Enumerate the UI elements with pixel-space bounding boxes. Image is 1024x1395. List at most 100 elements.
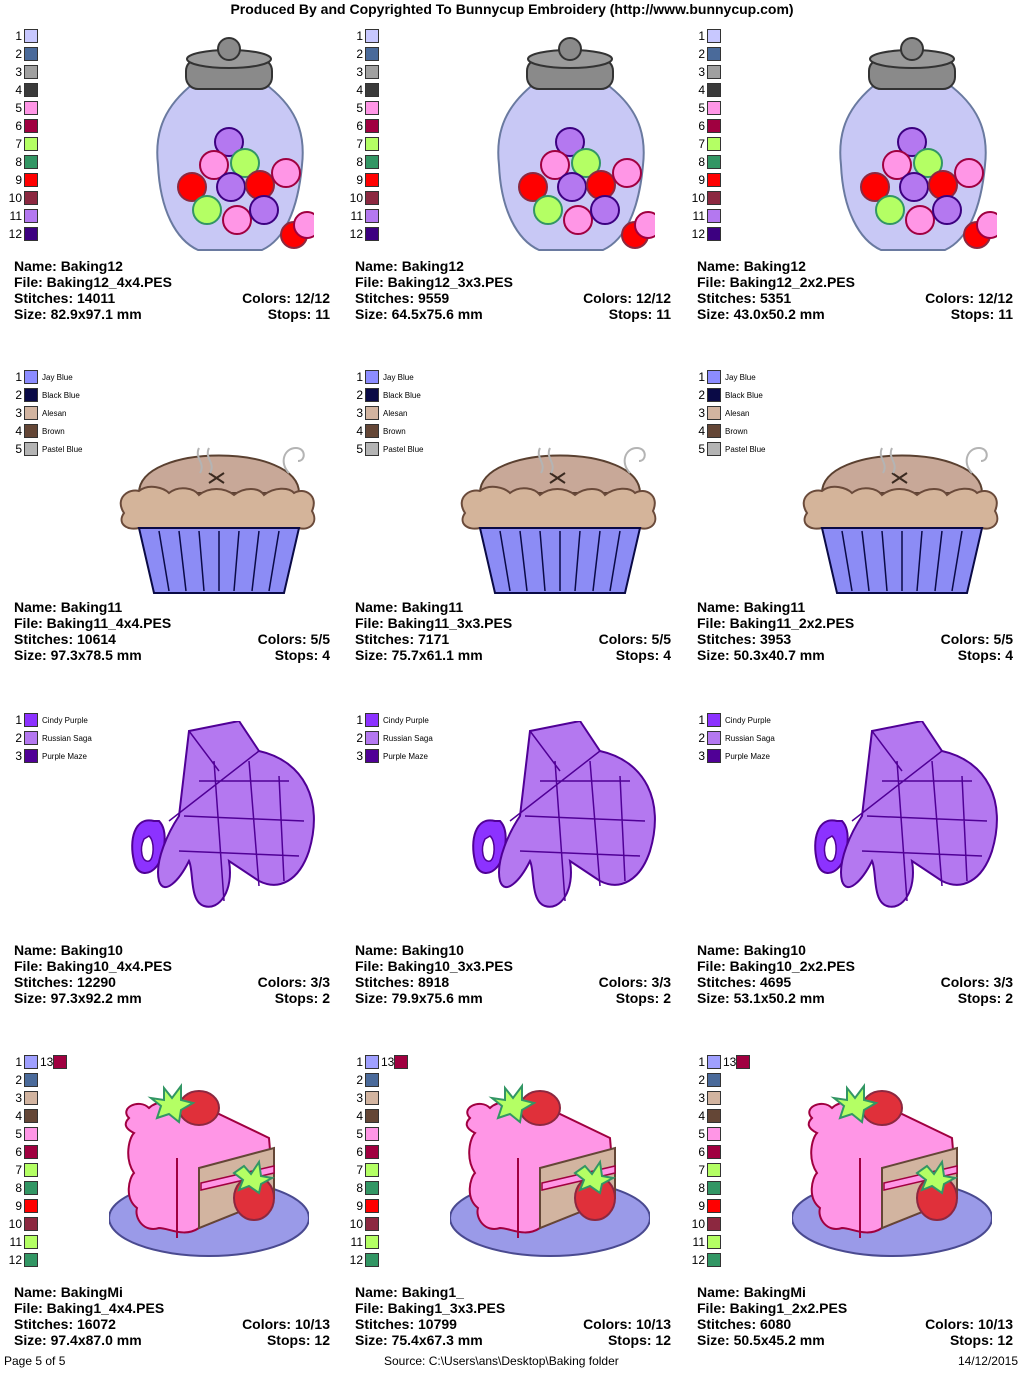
design-file-line: File: Baking11_4x4.PES <box>14 615 330 631</box>
thread-swatch <box>365 1145 379 1159</box>
design-colors-value: 3/3 <box>651 974 671 990</box>
design-file: Baking1_2x2.PES <box>729 1300 848 1316</box>
thread-color-row: 5 Pastel Blue <box>349 440 423 458</box>
thread-swatch <box>24 1163 38 1177</box>
thread-number: 3 <box>356 749 363 763</box>
colors-label: Colors: <box>583 290 633 306</box>
design-stops-value: 4 <box>322 647 330 663</box>
design-file: Baking10_2x2.PES <box>729 958 855 974</box>
thread-number: 4 <box>356 83 363 97</box>
thread-number: 1 <box>356 713 363 727</box>
thread-swatch <box>53 1055 68 1069</box>
thread-color-row: 2 <box>691 1071 721 1089</box>
design-colors: Colors: 3/3 <box>941 974 1013 990</box>
size-label: Size: <box>14 1332 47 1348</box>
design-name: Baking11 <box>743 599 806 615</box>
thread-number: 6 <box>356 119 363 133</box>
thread-swatch <box>365 1199 379 1213</box>
design-colors-value: 5/5 <box>993 631 1013 647</box>
design-preview <box>109 719 319 926</box>
design-card: 1 Cindy Purple 2 Russian Saga 3 Purple Maze N… <box>687 711 1017 1053</box>
design-name: Baking1_ <box>401 1284 464 1300</box>
design-file-line: File: Baking1_2x2.PES <box>697 1300 1013 1316</box>
size-label: Size: <box>697 990 730 1006</box>
thread-swatch <box>707 191 721 205</box>
thread-swatch <box>707 209 721 223</box>
thread-color-row: 3 <box>8 63 38 81</box>
thread-swatch <box>707 731 721 745</box>
thread-name: Cindy Purple <box>42 715 88 725</box>
thread-color-row: 2 Black Blue <box>349 386 421 404</box>
stitches-label: Stitches: <box>697 974 757 990</box>
colors-label: Colors: <box>598 974 648 990</box>
design-preview <box>108 1078 310 1263</box>
thread-number: 3 <box>698 406 705 420</box>
thread-color-row: 2 <box>691 45 721 63</box>
design-preview <box>827 35 1004 260</box>
thread-number: 9 <box>356 173 363 187</box>
design-info: Name: Baking10 File: Baking10_4x4.PES Stit… <box>14 942 330 1006</box>
thread-color-row: 3 Alesan <box>349 404 407 422</box>
name-label: Name: <box>355 258 398 274</box>
thread-color-row: 6 <box>691 1143 721 1161</box>
thread-swatch <box>365 713 379 727</box>
candy-jar-art <box>497 37 662 251</box>
thread-swatch <box>707 1073 721 1087</box>
thread-swatch <box>24 227 38 241</box>
thread-color-row: 6 <box>8 1143 38 1161</box>
design-name: Baking10 <box>401 942 464 958</box>
candy-jar-art <box>839 37 1004 251</box>
size-label: Size: <box>355 306 388 322</box>
thread-color-row: 1 Cindy Purple <box>8 711 88 729</box>
thread-number: 10 <box>691 191 705 205</box>
thread-color-row: 2 Russian Saga <box>8 729 92 747</box>
design-stops: Stops: 11 <box>268 306 330 322</box>
thread-swatch <box>24 424 38 438</box>
design-size: 75.7x61.1 mm <box>391 647 483 663</box>
design-name: Baking11 <box>401 599 464 615</box>
stops-label: Stops: <box>266 1332 311 1348</box>
thread-number: 13 <box>723 1055 737 1069</box>
thread-color-row: 10 <box>8 189 38 207</box>
thread-number: 4 <box>356 1109 363 1123</box>
thread-swatch <box>707 713 721 727</box>
thread-number: 3 <box>698 65 705 79</box>
design-preview <box>792 719 1002 926</box>
thread-number: 11 <box>350 209 363 223</box>
thread-swatch <box>707 442 721 456</box>
thread-swatch <box>24 1253 38 1267</box>
design-colors-value: 5/5 <box>651 631 671 647</box>
thread-color-row: 7 <box>691 1161 721 1179</box>
design-colors-value: 12/12 <box>294 290 330 306</box>
design-colors: Colors: 3/3 <box>258 974 330 990</box>
stops-label: Stops: <box>267 306 312 322</box>
size-label: Size: <box>355 990 388 1006</box>
thread-swatch <box>707 29 721 43</box>
thread-number: 3 <box>15 406 22 420</box>
thread-number: 2 <box>698 731 705 745</box>
thread-number: 4 <box>356 424 363 438</box>
thread-number: 3 <box>356 65 363 79</box>
thread-color-row: 4 <box>8 1107 38 1125</box>
thread-number: 3 <box>356 406 363 420</box>
colors-label: Colors: <box>940 974 990 990</box>
thread-swatch <box>365 47 379 61</box>
design-stitches-line: Stitches: 12290 Colors: 3/3 <box>14 974 330 990</box>
design-stitches-line: Stitches: 10614 Colors: 5/5 <box>14 631 330 647</box>
design-name-line: Name: Baking12 <box>697 258 1013 274</box>
cake-slice-art <box>449 1083 651 1257</box>
thread-swatch <box>365 731 379 745</box>
design-stitches-line: Stitches: 7171 Colors: 5/5 <box>355 631 671 647</box>
thread-name: Russian Saga <box>42 733 92 743</box>
name-label: Name: <box>697 258 740 274</box>
thread-number: 5 <box>15 101 22 115</box>
thread-number: 5 <box>356 1127 363 1141</box>
design-card: 1 Jay Blue 2 Black Blue 3 Alesan 4 Brown 5 Pastel… <box>4 368 334 710</box>
thread-number: 9 <box>15 1199 22 1213</box>
pie-art <box>460 446 657 594</box>
thread-number: 7 <box>356 137 363 151</box>
design-stops-value: 4 <box>1005 647 1013 663</box>
design-stops-value: 2 <box>322 990 330 1006</box>
design-stops-value: 12 <box>314 1332 330 1348</box>
thread-swatch <box>707 1109 721 1123</box>
